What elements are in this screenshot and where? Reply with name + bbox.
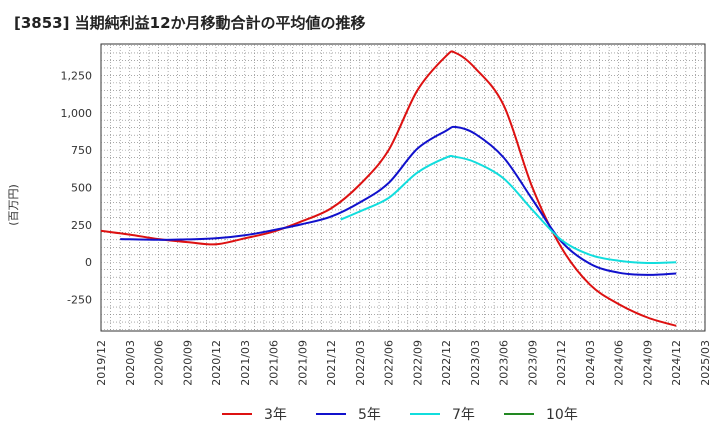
x-tick-label: 2022/09 (411, 340, 424, 386)
y-axis-label: (百万円) (7, 184, 20, 226)
y-tick-label: 0 (85, 256, 92, 269)
x-tick-label: 2019/12 (95, 340, 108, 386)
x-tick-label: 2023/03 (469, 340, 482, 386)
series-line-2 (120, 125, 677, 276)
x-tick-label: 2022/12 (440, 340, 453, 386)
x-tick-label: 2020/12 (210, 340, 223, 386)
y-tick-label: 1,000 (61, 107, 93, 120)
x-tick-label: 2023/06 (498, 340, 511, 386)
x-tick-label: 2020/03 (124, 340, 137, 386)
x-tick-label: 2021/09 (296, 340, 309, 386)
x-tick-label: 2023/12 (555, 340, 568, 386)
series-lines (100, 50, 677, 327)
y-tick-label: 750 (71, 144, 92, 157)
chart-title: [3853] 当期純利益12か月移動合計の平均値の推移 (14, 14, 366, 32)
y-tick-label: -250 (67, 294, 92, 307)
x-tick-label: 2024/03 (584, 340, 597, 386)
x-tick-label: 2020/09 (181, 340, 194, 386)
grid (100, 43, 706, 332)
x-tick-label: 2021/06 (268, 340, 281, 386)
legend-label: 3年 (264, 407, 287, 423)
x-tick-label: 2020/06 (153, 340, 166, 386)
x-tick-label: 2025/03 (699, 340, 712, 386)
y-tick-label: 1,250 (61, 69, 93, 82)
legend-label: 7年 (452, 407, 475, 423)
legend-label: 10年 (546, 407, 578, 423)
legend: 3年 5年 7年 10年 (222, 407, 578, 423)
x-tick-label: 2021/03 (239, 340, 252, 386)
x-tick-label: 2024/06 (613, 340, 626, 386)
y-tick-label: 250 (71, 219, 92, 232)
series-line-1 (100, 50, 677, 327)
x-tick-label: 2024/12 (670, 340, 683, 386)
x-tick-label: 2024/09 (641, 340, 654, 386)
axes: -250 0 250 500 750 1,000 1,250 2019/12 2020/03 20… (61, 69, 713, 385)
x-tick-label: 2021/12 (325, 340, 338, 386)
x-tick-label: 2022/06 (383, 340, 396, 386)
legend-label: 5年 (358, 407, 381, 423)
x-tick-label: 2022/03 (354, 340, 367, 386)
x-tick-label: 2023/09 (526, 340, 539, 386)
series-line-3 (340, 154, 677, 265)
y-tick-label: 500 (71, 182, 92, 195)
